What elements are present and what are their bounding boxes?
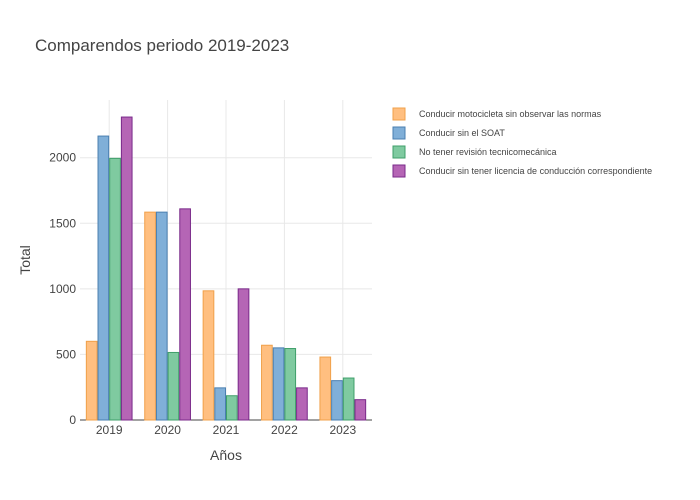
bar-2023-series-3[interactable]: [342, 377, 355, 421]
bar-2020-series-2[interactable]: [155, 211, 168, 421]
x-tick-label: 2021: [213, 423, 240, 437]
bar-2023-series-4[interactable]: [354, 399, 367, 421]
bar-2022-series-2[interactable]: [272, 347, 285, 421]
bar-2019-series-3[interactable]: [109, 157, 121, 421]
y-axis-title: Total: [17, 245, 33, 275]
legend-item[interactable]: Conducir sin el SOAT: [392, 126, 505, 140]
legend-label: No tener revisión tecnicomecánica: [419, 147, 557, 157]
bar-2020-series-1[interactable]: [144, 211, 156, 421]
series-4: [120, 116, 367, 421]
x-tick-label: 2022: [271, 423, 298, 437]
legend-label: Conducir sin tener licencia de conducció…: [419, 166, 652, 176]
bar-2022-series-1[interactable]: [261, 344, 273, 421]
bar-2021-series-1[interactable]: [202, 290, 215, 421]
x-tick-label: 2023: [329, 423, 356, 437]
bar-2019-series-1[interactable]: [85, 340, 98, 421]
legend-swatch: [392, 126, 406, 140]
legend-label: Conducir sin el SOAT: [419, 128, 505, 138]
bar-2021-series-2[interactable]: [214, 387, 227, 421]
legend: Conducir motocicleta sin observar las no…: [392, 107, 652, 178]
legend-swatch: [392, 164, 406, 178]
bar-2023-series-1[interactable]: [319, 356, 332, 421]
x-tick-labels: 2019 2020 2021 2022 2023: [96, 423, 357, 437]
x-tick-label: 2020: [154, 423, 181, 437]
x-tick-label: 2019: [96, 423, 123, 437]
y-tick-label: 0: [69, 413, 76, 427]
x-axis-title: Años: [210, 447, 242, 463]
bar-2019-series-4[interactable]: [120, 116, 133, 421]
bar-2023-series-2[interactable]: [331, 380, 343, 421]
y-tick-label: 1000: [49, 282, 76, 296]
y-tick-label: 500: [56, 347, 76, 361]
y-tick-labels: 0 500 1000 1500 2000: [49, 151, 76, 427]
y-tick-label: 2000: [49, 151, 76, 165]
bars-group: [85, 116, 367, 421]
bar-2019-series-2[interactable]: [97, 135, 110, 421]
bar-2021-series-3[interactable]: [226, 395, 238, 421]
bar-2020-series-4[interactable]: [179, 208, 191, 421]
legend-item[interactable]: Conducir motocicleta sin observar las no…: [392, 107, 602, 121]
legend-item[interactable]: No tener revisión tecnicomecánica: [392, 145, 557, 159]
legend-label: Conducir motocicleta sin observar las no…: [419, 109, 602, 119]
legend-swatch: [392, 145, 406, 159]
legend-item[interactable]: Conducir sin tener licencia de conducció…: [392, 164, 652, 178]
bar-2020-series-3[interactable]: [167, 351, 180, 421]
bar-2021-series-4[interactable]: [237, 288, 250, 421]
bar-2022-series-4[interactable]: [296, 387, 308, 421]
y-tick-label: 1500: [49, 216, 76, 230]
series-2: [97, 135, 343, 421]
series-3: [109, 157, 355, 421]
legend-swatch: [392, 107, 406, 121]
chart-title: Comparendos periodo 2019-2023: [35, 36, 289, 55]
bar-2022-series-3[interactable]: [284, 348, 297, 421]
series-1: [85, 211, 332, 421]
